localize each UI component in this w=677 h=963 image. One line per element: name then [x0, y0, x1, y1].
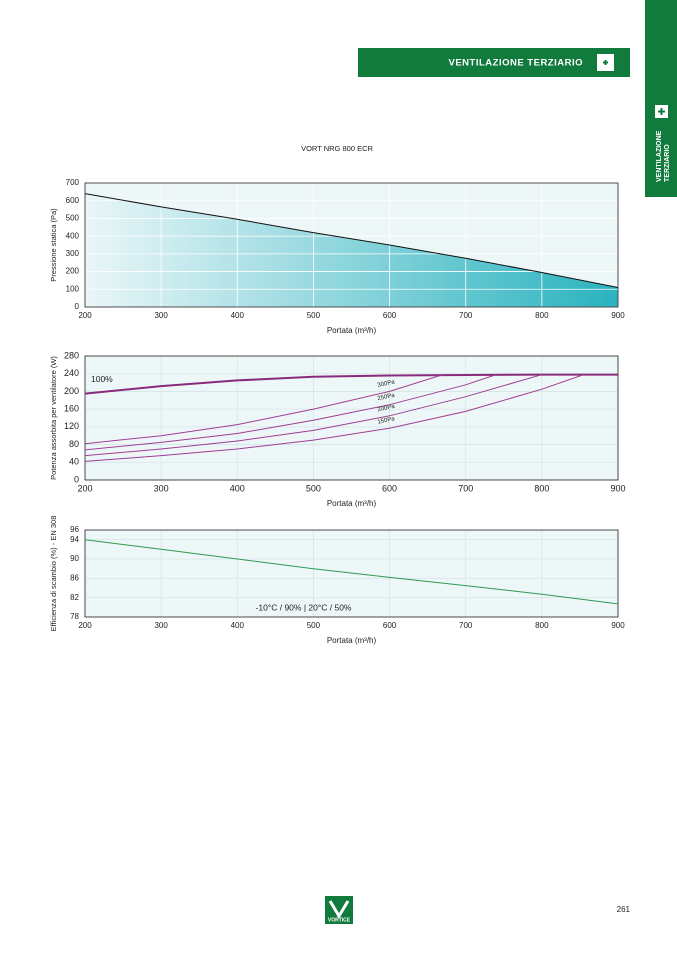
y-tick-label: 120: [64, 421, 79, 431]
plot-frame: [84, 182, 619, 308]
x-tick-label: 300: [154, 311, 168, 320]
y-tick-label: 160: [64, 404, 79, 414]
series-label: 150Pa: [377, 416, 396, 426]
y-tick-label: 200: [66, 267, 80, 276]
series-line: [84, 539, 619, 605]
y-axis-label: Efficienza di scambio (%) - EN 308: [49, 516, 58, 632]
y-tick-label: 94: [70, 535, 79, 544]
x-tick-label: 500: [306, 483, 321, 493]
side-tab-text: VENTILAZIONE: [656, 130, 663, 182]
y-tick-label: 78: [70, 612, 79, 621]
y-tick-label: 80: [69, 439, 79, 449]
side-tab-text: TERZIARIO: [664, 144, 671, 182]
x-tick-label: 400: [230, 483, 245, 493]
logo-text: VORTICE: [328, 917, 351, 923]
y-axis-label: Pressione statica (Pa): [49, 208, 58, 282]
header-title: VENTILAZIONE TERZIARIO: [449, 58, 584, 69]
series-label: 250Pa: [377, 393, 396, 403]
x-tick-label: 800: [534, 483, 549, 493]
plot-frame: [84, 355, 619, 481]
x-tick-label: 800: [535, 311, 549, 320]
x-tick-label: 900: [610, 483, 625, 493]
icon-cross: [658, 108, 665, 115]
product-title: VORT NRG 800 ECR: [301, 144, 373, 153]
y-tick-label: 280: [64, 350, 79, 360]
series-label: 200Pa: [377, 404, 396, 414]
y-tick-label: 240: [64, 368, 79, 378]
series-label: 100%: [91, 374, 113, 384]
x-tick-label: 300: [154, 483, 169, 493]
y-tick-label: 96: [70, 525, 79, 534]
x-tick-label: 300: [154, 621, 168, 630]
plot-frame: [84, 529, 619, 618]
y-tick-label: 200: [64, 386, 79, 396]
x-axis-label: Portata (m³/h): [327, 326, 377, 335]
y-tick-label: 40: [69, 457, 79, 467]
header-bar: [358, 48, 630, 77]
x-tick-label: 400: [231, 311, 245, 320]
side-tab: [645, 0, 677, 197]
series-line: [84, 374, 543, 457]
x-tick-label: 800: [535, 621, 549, 630]
x-tick-label: 600: [383, 621, 397, 630]
x-tick-label: 600: [383, 311, 397, 320]
series-line: [84, 373, 618, 395]
y-tick-label: 300: [66, 249, 80, 258]
y-axis-label: Potenza assorbita per ventilatore (W): [49, 356, 58, 480]
x-tick-label: 900: [611, 311, 625, 320]
x-tick-label: 700: [458, 483, 473, 493]
x-axis-label: Portata (m³/h): [327, 499, 377, 508]
y-tick-label: 86: [70, 573, 79, 582]
x-tick-label: 200: [77, 483, 92, 493]
y-tick-label: 600: [66, 196, 80, 205]
icon-cross: [603, 60, 608, 65]
x-tick-label: 900: [611, 621, 625, 630]
y-tick-label: 82: [70, 593, 79, 602]
x-tick-label: 200: [78, 311, 92, 320]
y-tick-label: 700: [66, 178, 80, 187]
logo: [325, 896, 353, 924]
series-label: 300Pa: [377, 379, 396, 389]
x-axis-label: Portata (m³/h): [327, 636, 377, 645]
x-tick-label: 700: [459, 621, 473, 630]
x-tick-label: 700: [459, 311, 473, 320]
y-tick-label: 90: [70, 554, 79, 563]
y-tick-label: 0: [74, 474, 79, 484]
y-tick-label: 400: [66, 231, 80, 240]
x-tick-label: 500: [307, 311, 321, 320]
series-line: [84, 374, 444, 445]
series-line: [84, 374, 497, 451]
logo-v: [328, 900, 350, 919]
annotation: -10°C / 90% | 20°C / 50%: [256, 602, 352, 612]
x-tick-label: 400: [231, 621, 245, 630]
y-tick-label: 500: [66, 214, 80, 223]
x-tick-label: 600: [382, 483, 397, 493]
series-line: [84, 374, 584, 462]
y-tick-label: 100: [66, 284, 80, 293]
series-line: [84, 193, 619, 288]
y-tick-label: 0: [75, 302, 80, 311]
x-tick-label: 500: [307, 621, 321, 630]
x-tick-label: 200: [78, 621, 92, 630]
area-fill: [85, 193, 618, 307]
page-number: 261: [617, 905, 631, 914]
